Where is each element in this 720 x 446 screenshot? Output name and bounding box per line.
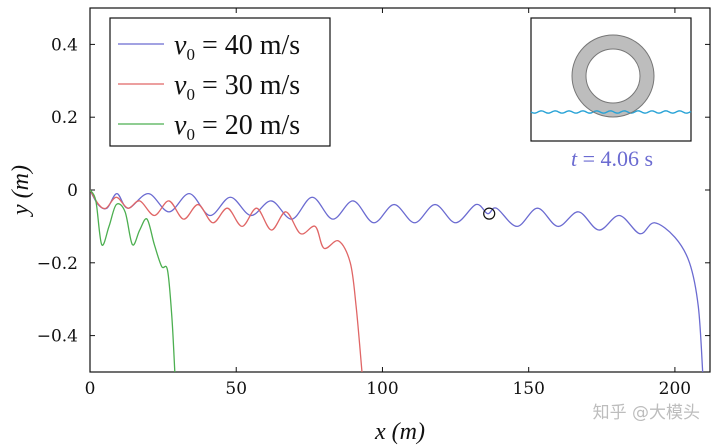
x-tick-label: 200 (659, 379, 691, 399)
legend-label-v30: v0 = 30 m/s (174, 70, 300, 104)
water-surface-line (530, 110, 692, 114)
x-axis-title: x (m) (374, 419, 425, 445)
series-line-v20 (90, 189, 176, 372)
series-line-v40 (90, 189, 704, 372)
x-tick-label: 0 (85, 379, 96, 399)
y-tick-label: −0.4 (37, 327, 78, 347)
series-line-v30 (90, 189, 363, 372)
y-tick-label: 0.4 (51, 35, 78, 55)
tire-outer-edge (571, 34, 655, 118)
tire-ring-icon (572, 35, 654, 117)
inset-panel: t = 4.06 s (530, 17, 692, 171)
y-tick-label: 0 (67, 181, 78, 201)
legend-label-v40: v0 = 40 m/s (174, 30, 300, 64)
inset-time-label: t = 4.06 s (571, 146, 653, 171)
y-tick-label: −0.2 (37, 254, 78, 274)
legend-box (109, 17, 331, 147)
axis-ticks: 0 50 100 150 200 −0.4 −0.2 0 0.2 0.4 (37, 8, 710, 399)
series-lines (90, 189, 704, 372)
x-tick-label: 150 (512, 379, 544, 399)
position-marker (483, 207, 496, 220)
legend-label-v20: v0 = 20 m/s (174, 110, 300, 144)
x-tick-label: 100 (366, 379, 398, 399)
y-tick-label: 0.2 (51, 108, 78, 128)
y-axis-title: y (m) (8, 165, 34, 217)
legend: v0 = 40 m/s v0 = 30 m/s v0 = 20 m/s (109, 17, 331, 147)
tire-inner-edge (585, 48, 641, 104)
watermark: 知乎 @大模头 (593, 403, 700, 423)
x-tick-label: 50 (225, 379, 247, 399)
annotations (483, 207, 496, 220)
